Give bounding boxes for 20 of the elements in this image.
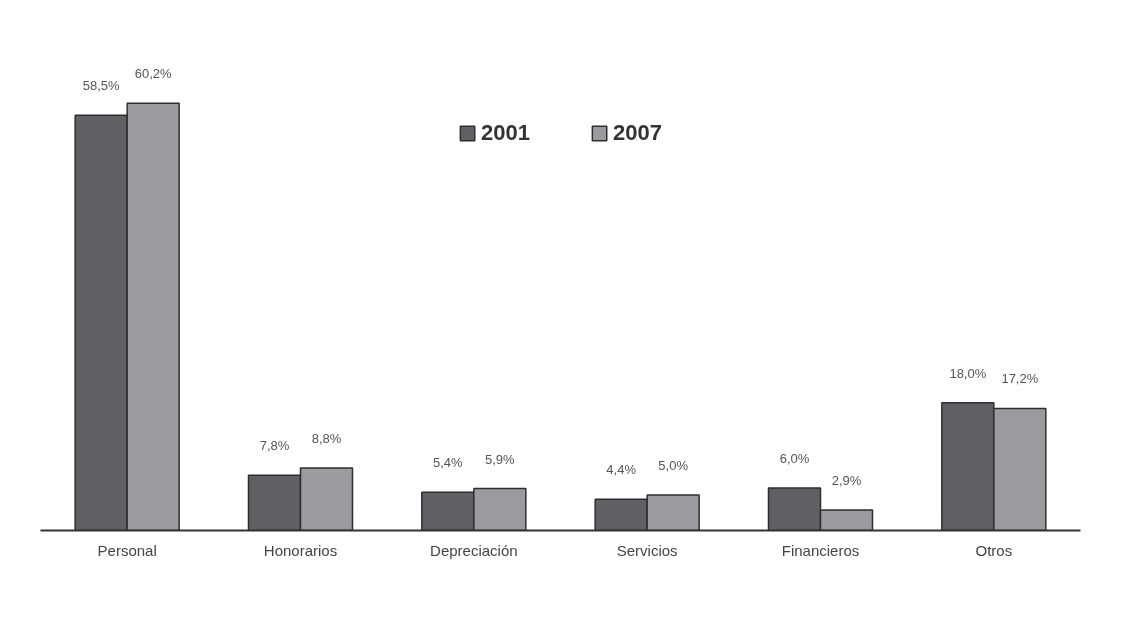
x-tick-label: Otros [975, 541, 1013, 559]
data-label: 8,8% [311, 431, 342, 447]
data-label: 60,2% [134, 66, 173, 82]
x-tick-label: Honorarios [263, 541, 338, 559]
x-tick-label: Financieros [781, 541, 860, 559]
legend-label: 2001 [481, 120, 530, 146]
data-label: 17,2% [1001, 371, 1039, 387]
data-label: 7,8% [259, 438, 290, 454]
data-label: 5,0% [658, 458, 689, 474]
legend-label: 2007 [613, 120, 662, 146]
data-label: 5,9% [485, 451, 516, 467]
data-label: 18,0% [949, 365, 987, 381]
data-label: 5,4% [433, 455, 464, 471]
data-label: 6,0% [779, 450, 810, 466]
data-label: 2,9% [831, 472, 862, 488]
x-tick-label: Depreciación [430, 541, 518, 559]
x-tick-label: Servicios [616, 541, 678, 559]
data-label: 58,5% [82, 78, 121, 94]
data-label: 4,4% [606, 462, 637, 478]
x-tick-label: Personal [97, 541, 157, 559]
